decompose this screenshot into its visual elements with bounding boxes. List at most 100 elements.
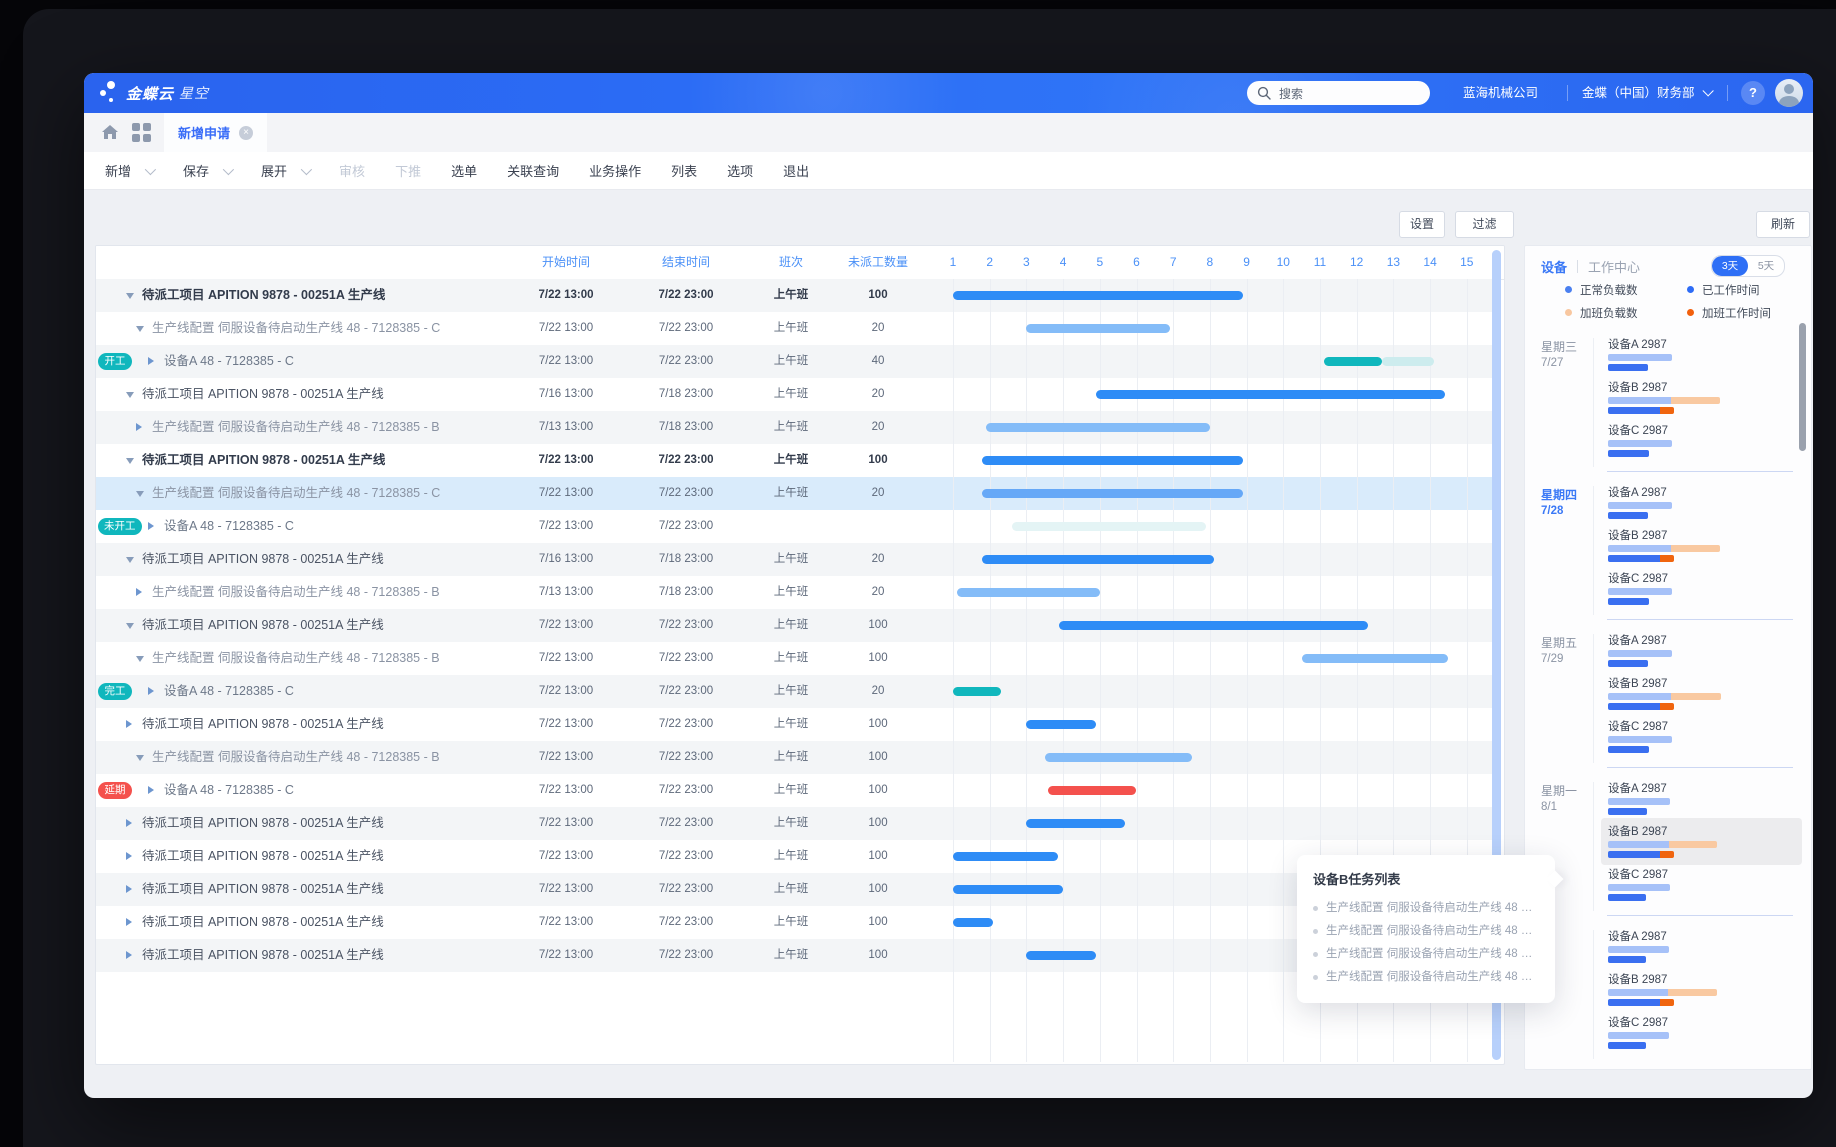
table-row[interactable]: 生产线配置 伺服设备待启动生产线 48 - 7128385 - C 7/22 13… [96,312,1492,345]
device-load-item[interactable]: 设备B 2987 [1608,381,1795,414]
table-row[interactable]: 生产线配置 伺服设备待启动生产线 48 - 7128385 - B 7/22 13… [96,741,1492,774]
toggle-3day[interactable]: 3天 [1712,256,1748,276]
gantt-bar[interactable] [953,918,994,927]
device-load-item[interactable]: 设备B 2987 [1608,529,1795,562]
settings-button[interactable]: 设置 [1399,211,1445,238]
expand-caret-icon[interactable] [136,588,142,596]
toolbar-item-展开[interactable]: 展开 [261,161,313,180]
gantt-bar[interactable] [953,687,1001,696]
table-row[interactable]: 待派工项目 APITION 9878 - 00251A 生产线 7/16 13:0… [96,378,1492,411]
device-load-item[interactable]: 设备B 2987 [1608,825,1795,858]
gantt-bar[interactable] [1382,357,1434,366]
collapse-caret-icon[interactable] [136,491,144,497]
expand-caret-icon[interactable] [126,918,132,926]
device-load-item[interactable]: 设备C 2987 [1608,1016,1795,1049]
chevron-down-icon[interactable] [300,163,313,175]
chevron-down-icon[interactable] [222,163,235,175]
table-row[interactable]: 生产线配置 伺服设备待启动生产线 48 - 7128385 - B 7/13 13… [96,411,1492,444]
gantt-bar[interactable] [1026,720,1097,729]
table-row[interactable]: 待派工项目 APITION 9878 - 00251A 生产线 7/22 13:0… [96,708,1492,741]
gantt-bar[interactable] [1026,819,1126,828]
table-row[interactable]: 待派工项目 APITION 9878 - 00251A 生产线 7/22 13:0… [96,279,1492,312]
table-row[interactable]: 完工 设备A 48 - 7128385 - C 7/22 13:00 7/22 23:… [96,675,1492,708]
tab-new-request[interactable]: 新增申请 × [164,113,268,152]
chevron-down-icon[interactable] [144,163,157,175]
org-switcher[interactable]: 金蝶（中国）财务部 [1582,73,1714,113]
table-row[interactable]: 生产线配置 伺服设备待启动生产线 48 - 7128385 - B 7/22 13… [96,642,1492,675]
global-search[interactable] [1247,81,1430,107]
panel-scrollbar[interactable] [1799,323,1806,451]
device-load-item[interactable]: 设备A 2987 [1608,782,1795,815]
gantt-bar[interactable] [1048,786,1137,795]
expand-caret-icon[interactable] [148,357,154,365]
toggle-5day[interactable]: 5天 [1757,260,1775,272]
table-row[interactable]: 待派工项目 APITION 9878 - 00251A 生产线 7/22 13:0… [96,807,1492,840]
day-range-toggle[interactable]: 3天 5天 [1711,255,1785,277]
table-row[interactable]: 开工 设备A 48 - 7128385 - C 7/22 13:00 7/22 23:… [96,345,1492,378]
table-row[interactable]: 生产线配置 伺服设备待启动生产线 48 - 7128385 - C 7/22 13… [96,477,1492,510]
search-input[interactable] [1277,81,1426,107]
grid-scrollbar[interactable] [1492,250,1501,1060]
home-icon[interactable] [100,122,120,142]
gantt-bar[interactable] [1301,654,1449,663]
gantt-bar[interactable] [982,555,1214,564]
panel-tab-workcenter[interactable]: 工作中心 [1588,259,1641,275]
device-load-item[interactable]: 设备A 2987 [1608,930,1795,963]
device-load-item[interactable]: 设备A 2987 [1608,486,1795,519]
toolbar-item-业务操作[interactable]: 业务操作 [589,164,642,179]
table-row[interactable]: 未开工 设备A 48 - 7128385 - C 7/22 13:00 7/22 23… [96,510,1492,543]
device-load-item[interactable]: 设备C 2987 [1608,572,1795,605]
toolbar-item-关联查询[interactable]: 关联查询 [507,164,560,179]
table-row[interactable]: 生产线配置 伺服设备待启动生产线 48 - 7128385 - B 7/13 13… [96,576,1492,609]
toolbar-item-选项[interactable]: 选项 [727,164,754,179]
device-load-item[interactable]: 设备C 2987 [1608,720,1795,753]
gantt-bar[interactable] [953,291,1243,300]
toolbar-item-退出[interactable]: 退出 [783,164,810,179]
table-row[interactable]: 待派工项目 APITION 9878 - 00251A 生产线 7/22 13:0… [96,609,1492,642]
toolbar-item-保存[interactable]: 保存 [183,161,235,180]
gantt-bar[interactable] [982,489,1243,498]
gantt-bar[interactable] [1323,357,1383,366]
gantt-bar[interactable] [1096,390,1445,399]
gantt-bar[interactable] [953,885,1064,894]
toolbar-item-选单[interactable]: 选单 [451,164,478,179]
collapse-caret-icon[interactable] [126,557,134,563]
expand-caret-icon[interactable] [148,786,154,794]
device-load-item[interactable]: 设备C 2987 [1608,424,1795,457]
table-row[interactable]: 待派工项目 APITION 9878 - 00251A 生产线 7/16 13:0… [96,543,1492,576]
table-row[interactable]: 待派工项目 APITION 9878 - 00251A 生产线 7/22 13:0… [96,873,1492,906]
table-row[interactable]: 待派工项目 APITION 9878 - 00251A 生产线 7/22 13:0… [96,840,1492,873]
expand-caret-icon[interactable] [126,951,132,959]
device-load-item[interactable]: 设备B 2987 [1608,677,1795,710]
gantt-bar[interactable] [1026,951,1097,960]
device-load-item[interactable]: 设备B 2987 [1608,973,1795,1006]
apps-grid-icon[interactable] [132,122,152,142]
table-row[interactable]: 待派工项目 APITION 9878 - 00251A 生产线 7/22 13:0… [96,444,1492,477]
user-avatar[interactable] [1775,79,1803,107]
filter-button[interactable]: 过滤 [1455,211,1514,238]
table-row[interactable]: 待派工项目 APITION 9878 - 00251A 生产线 7/22 13:0… [96,939,1492,972]
help-icon[interactable]: ? [1741,81,1765,105]
gantt-bar[interactable] [956,588,1100,597]
gantt-bar[interactable] [1011,522,1207,531]
expand-caret-icon[interactable] [126,885,132,893]
gantt-bar[interactable] [953,852,1058,861]
gantt-bar[interactable] [982,456,1243,465]
collapse-caret-icon[interactable] [136,326,144,332]
collapse-caret-icon[interactable] [126,293,134,299]
table-row[interactable]: 延期 设备A 48 - 7128385 - C 7/22 13:00 7/22 23:… [96,774,1492,807]
gantt-bar[interactable] [1044,753,1192,762]
expand-caret-icon[interactable] [126,720,132,728]
toolbar-item-新增[interactable]: 新增 [105,161,157,180]
collapse-caret-icon[interactable] [126,392,134,398]
device-load-item[interactable]: 设备A 2987 [1608,338,1795,371]
panel-tab-device[interactable]: 设备 [1541,259,1568,275]
device-load-item[interactable]: 设备A 2987 [1608,634,1795,667]
gantt-bar[interactable] [1026,324,1170,333]
toolbar-item-列表[interactable]: 列表 [671,164,698,179]
expand-caret-icon[interactable] [136,423,142,431]
tab-close-icon[interactable]: × [239,125,254,140]
expand-caret-icon[interactable] [148,687,154,695]
collapse-caret-icon[interactable] [126,458,134,464]
table-row[interactable]: 待派工项目 APITION 9878 - 00251A 生产线 7/22 13:0… [96,906,1492,939]
